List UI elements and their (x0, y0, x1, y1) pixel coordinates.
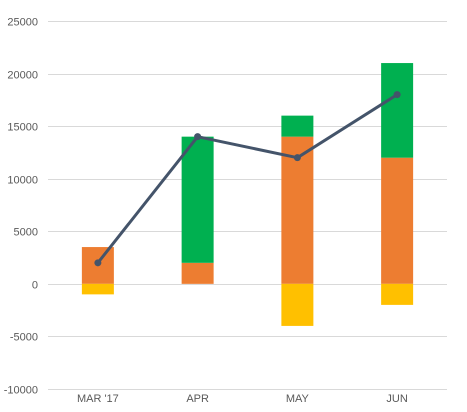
bar-segment (281, 115, 314, 137)
x-tick-label: APR (186, 393, 209, 405)
y-tick-label: 20000 (7, 70, 38, 82)
bar-segment (381, 157, 414, 284)
y-axis-tick-labels: 25000 20000 15000 10000 5000 0 -5000 -10000 (4, 17, 38, 397)
bar-segment (81, 283, 114, 295)
line-series-path (96, 93, 399, 265)
y-tick-label: -10000 (4, 385, 38, 397)
bar-segment (181, 262, 214, 284)
x-tick-label: MAR '17 (77, 393, 119, 405)
bar-series (81, 63, 414, 326)
y-tick-label: -5000 (10, 332, 38, 344)
y-tick-label: 0 (32, 280, 38, 292)
line-point (393, 91, 401, 99)
gridlines (48, 21, 447, 390)
line-point (293, 154, 301, 162)
y-tick-label: 25000 (7, 17, 38, 29)
line-point (94, 259, 102, 267)
bar-segment (281, 283, 314, 326)
bar-segment (381, 283, 414, 305)
bar-segment (381, 63, 414, 158)
line-series (94, 91, 401, 267)
x-tick-label: MAY (286, 393, 310, 405)
x-axis-tick-labels: MAR '17 APR MAY JUN (77, 393, 408, 405)
bar-segment (281, 136, 314, 284)
y-tick-label: 10000 (7, 175, 38, 187)
bar-segment (181, 136, 214, 263)
y-tick-label: 15000 (7, 122, 38, 134)
y-tick-label: 5000 (14, 227, 38, 239)
x-tick-label: JUN (386, 393, 407, 405)
line-point (194, 133, 202, 141)
